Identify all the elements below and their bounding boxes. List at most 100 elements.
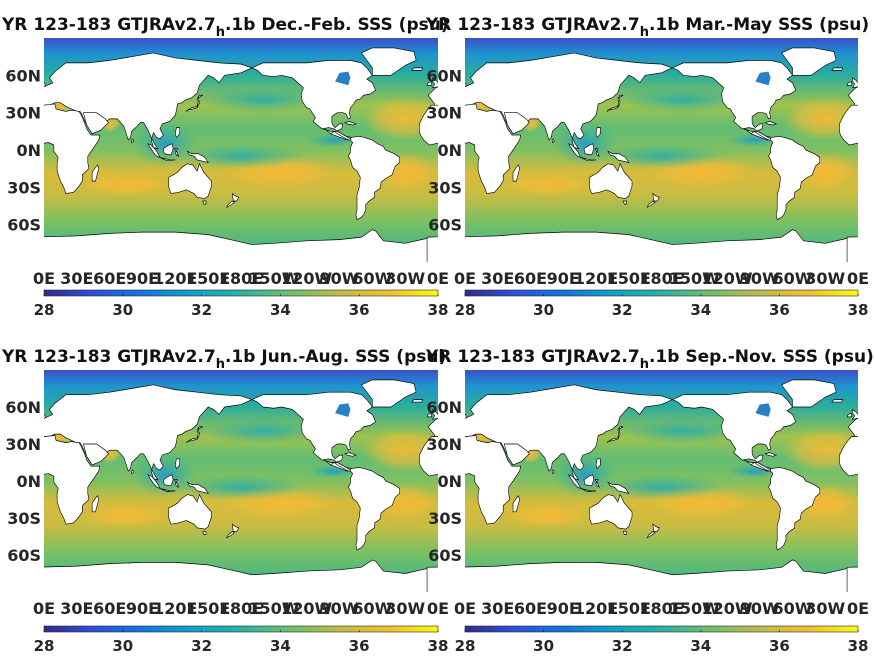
lon-tick-label: 120W (281, 599, 332, 618)
japan-landmass (186, 94, 203, 112)
map-panel-3: YR 123-183 GTJRAv2.7h.1b Jun.-Aug. SSS (… (1, 347, 449, 655)
lon-tick-label: 120W (701, 269, 752, 288)
lat-tick-label: 30N (5, 435, 41, 454)
lon-tick-label: 90W (740, 269, 780, 288)
lat-tick-label: 60S (7, 546, 41, 565)
colorbar: 28 30 32 34 36 38 (34, 625, 449, 655)
antarctica-landmass-wrap (846, 566, 858, 592)
lon-tick-label: 0E (454, 599, 476, 618)
lat-tick-label: 0N (437, 141, 462, 160)
colorbar-tick-label: 32 (191, 301, 212, 319)
australia-landmass (168, 162, 212, 199)
colorbar-tick-label: 28 (34, 301, 55, 319)
cuba-landmass (344, 452, 357, 457)
sss-map (44, 370, 438, 592)
britain-landmass-wrap (846, 408, 858, 420)
lon-tick-label: 30E (481, 269, 514, 288)
colorbar-tick-label: 28 (455, 637, 476, 655)
sri-lanka-landmass (131, 138, 135, 144)
lon-tick-label: 0E (33, 269, 55, 288)
central-america-landmass (322, 128, 353, 141)
lon-tick-label: 120E (574, 599, 618, 618)
madagascar-landmass (91, 164, 100, 182)
greenland-landmass (360, 379, 417, 408)
colorbar-tick-label: 32 (612, 637, 633, 655)
iceland-landmass-wrap (411, 399, 424, 403)
africa-landmass (44, 435, 101, 525)
iceland-landmass-wrap (831, 399, 844, 403)
land-mask (44, 47, 438, 262)
lon-tick-label: 150E (607, 599, 651, 618)
land-mask (465, 47, 858, 262)
lat-tick-label: 0N (16, 472, 41, 491)
arabia-fix-landmass (82, 112, 110, 135)
lon-tick-label: 0E (33, 599, 55, 618)
antarctica-landmass-wrap (426, 566, 438, 592)
lon-tick-label: 90E (126, 269, 159, 288)
land-mask (465, 379, 858, 592)
lat-tick-label: 30N (426, 104, 462, 123)
colorbar-gradient (464, 625, 859, 633)
lat-tick-label: 30S (7, 178, 41, 197)
lat-tick-label: 0N (437, 472, 462, 491)
indonesia-landmass (567, 127, 630, 163)
colorbar-tick-label: 28 (455, 301, 476, 319)
lon-tick-label: 0E (427, 269, 449, 288)
lon-tick-label: 150E (607, 269, 651, 288)
lat-tick-label: 60N (5, 66, 41, 85)
africa-landmass-wrap (419, 104, 438, 146)
hudson-bay-landmass (755, 71, 771, 86)
greenland-landmass (781, 47, 837, 76)
lon-tick-label: 90E (126, 599, 159, 618)
lat-tick-label: 30S (428, 509, 462, 528)
lon-tick-label: 0E (454, 269, 476, 288)
britain-landmass (465, 413, 467, 419)
lon-tick-label: 30W (385, 599, 425, 618)
panel-title: YR 123-183 GTJRAv2.7h.1b Dec.-Feb. SSS (… (1, 15, 449, 40)
colorbar: 28 30 32 34 36 38 (455, 625, 869, 655)
hudson-bay-landmass (755, 403, 771, 417)
britain-landmass-wrap (426, 77, 438, 89)
lon-tick-label: 30W (805, 599, 845, 618)
colorbar-tick-label: 38 (848, 637, 869, 655)
panel-title: YR 123-183 GTJRAv2.7h.1b Mar.-May SSS (p… (425, 15, 869, 40)
madagascar-landmass (91, 495, 100, 513)
lon-tick-label: 60E (514, 269, 547, 288)
colorbar-gradient (43, 625, 439, 633)
britain-landmass-wrap (846, 77, 858, 89)
antarctica-landmass (465, 559, 858, 592)
colorbar: 28 30 32 34 36 38 (34, 289, 448, 319)
central-america-landmass (743, 128, 773, 141)
australia-landmass (168, 493, 212, 530)
japan-landmass (606, 426, 624, 444)
lon-tick-label: 120E (153, 599, 197, 618)
indonesia-landmass (147, 458, 209, 494)
africa-landmass-wrap (839, 104, 858, 146)
lon-tick-label: 120W (281, 269, 332, 288)
cuba-landmass (344, 121, 357, 126)
south-america-landmass (347, 135, 400, 221)
iceland-landmass-wrap (831, 67, 844, 71)
antarctica-landmass (465, 229, 858, 262)
colorbar-tick-label: 36 (769, 301, 790, 319)
colorbar-tick-label: 38 (428, 637, 449, 655)
antarctica-landmass (44, 229, 438, 262)
lat-tick-label: 0N (16, 141, 41, 160)
africa-landmass (465, 435, 522, 525)
colorbar-tick-label: 38 (848, 301, 869, 319)
australia-landmass (589, 493, 633, 530)
colorbar-tick-label: 28 (34, 637, 55, 655)
lon-tick-label: 30E (481, 599, 514, 618)
britain-landmass-wrap (426, 408, 438, 420)
lon-tick-label: 90E (547, 599, 580, 618)
madagascar-landmass (512, 495, 520, 513)
lat-tick-label: 60N (426, 66, 462, 85)
lon-tick-label: 60W (773, 269, 813, 288)
lon-tick-label: 120E (574, 269, 618, 288)
lon-tick-label: 180E (639, 599, 683, 618)
lat-tick-label: 30S (428, 178, 462, 197)
africa-landmass (465, 103, 522, 194)
lon-tick-label: 90W (320, 269, 360, 288)
